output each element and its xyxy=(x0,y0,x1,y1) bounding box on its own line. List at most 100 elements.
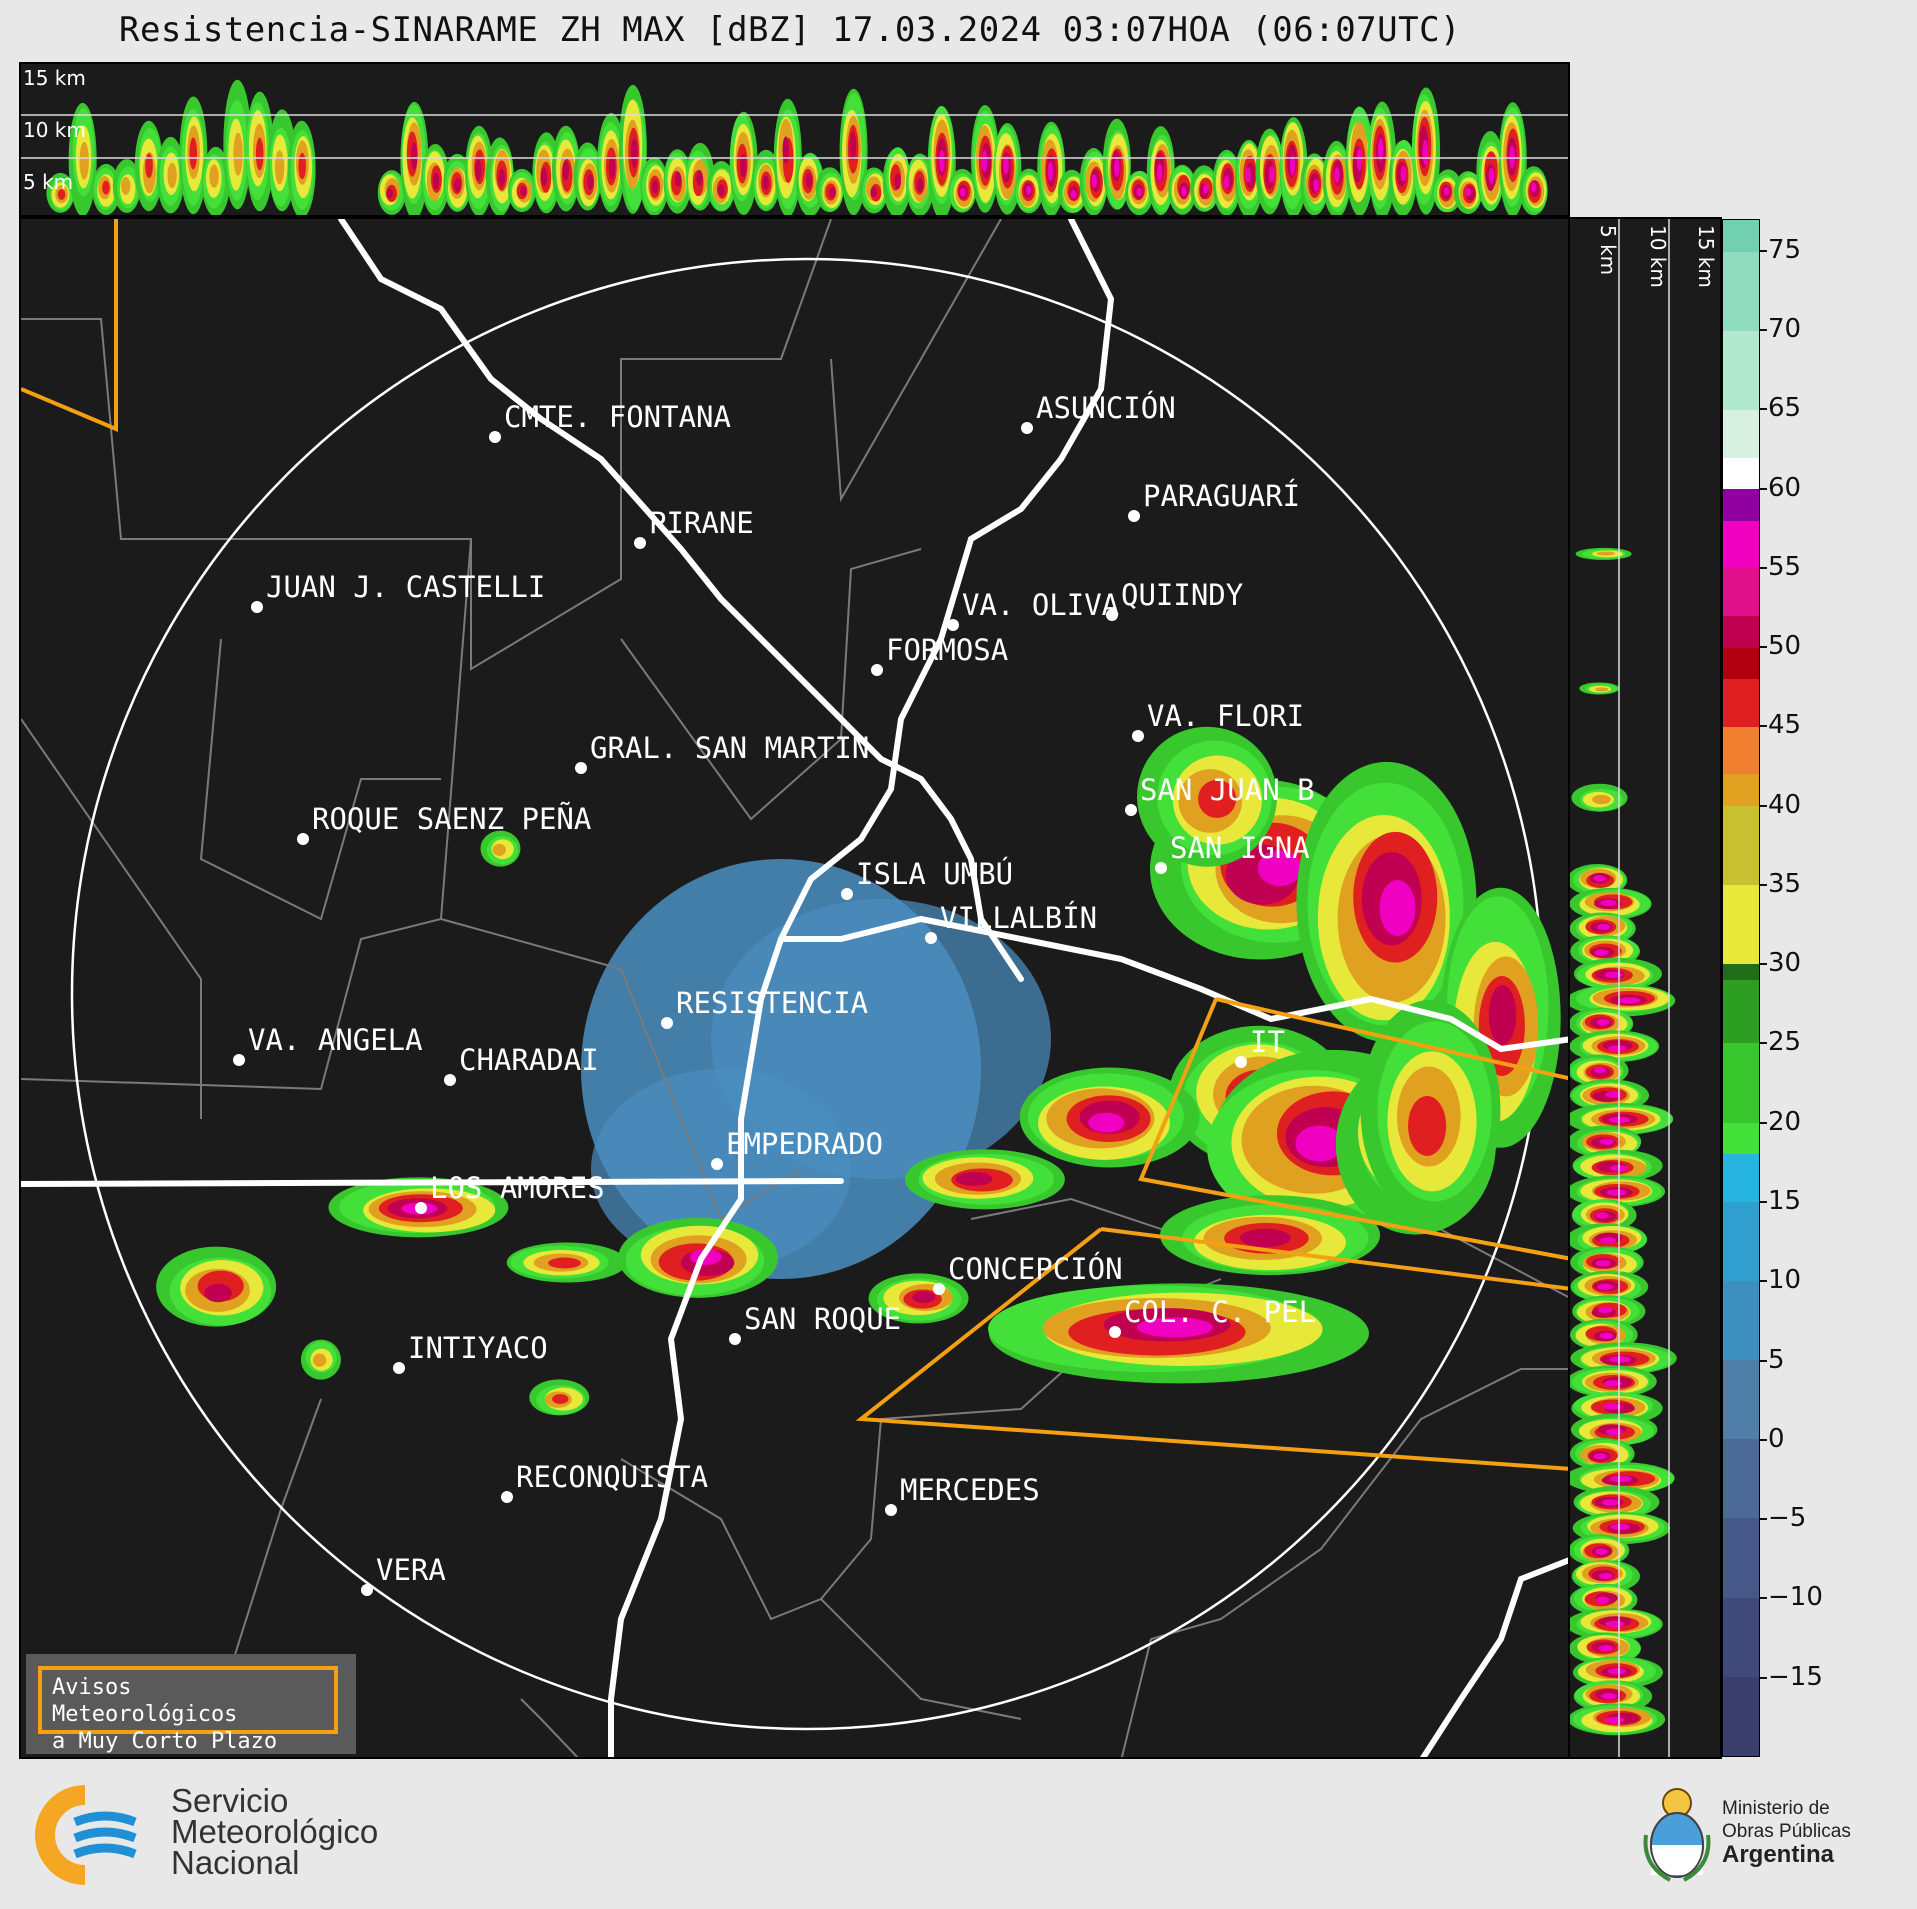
echo-cell xyxy=(1592,794,1611,805)
warning-polygons xyxy=(21,219,1568,1471)
echo-cell xyxy=(1377,137,1384,162)
colorbar-band xyxy=(1723,1676,1759,1756)
city-label: QUIINDY xyxy=(1121,578,1244,612)
colorbar-tick-label: 25 xyxy=(1768,1027,1802,1058)
echo-cell xyxy=(1597,1283,1613,1291)
colorbar-tick-label: 70 xyxy=(1768,313,1802,344)
echo-cell xyxy=(1595,1212,1609,1219)
colorbar-band xyxy=(1723,1360,1759,1440)
radar-map[interactable]: CMTE. FONTANA ASUNCIÓN PARAGUARÍ PIRANE JUAN… xyxy=(19,217,1570,1759)
city-marker xyxy=(1155,862,1167,874)
echo-cell xyxy=(1600,1237,1617,1244)
echo-cell xyxy=(1618,997,1641,1004)
city-marker xyxy=(885,1504,897,1516)
city-label: PIRANE xyxy=(649,506,754,540)
city-marker xyxy=(489,431,501,443)
colorbar-tickmark xyxy=(1760,725,1767,728)
colorbar-band xyxy=(1723,251,1759,331)
echo-cell xyxy=(674,171,682,187)
echo-cell xyxy=(1609,1475,1632,1482)
side-height-label-5: 5 km xyxy=(1596,225,1620,276)
city-label: ISLA UMBÚ xyxy=(856,857,1014,891)
echo-cell xyxy=(1408,1095,1447,1156)
side-cross-section: 5 km 10 km 15 km xyxy=(1570,217,1722,1759)
echo-cell xyxy=(1599,1572,1613,1580)
colorbar-tick-label: 35 xyxy=(1768,868,1802,899)
legend-line-2: a Muy Corto Plazo xyxy=(52,1729,278,1754)
echo-cell xyxy=(1596,923,1611,931)
city-label: VA. ANGELA xyxy=(248,1023,423,1057)
coat-of-arms-icon xyxy=(1643,1788,1711,1882)
city-label: SAN ROQUE xyxy=(744,1302,902,1336)
colorbar-band xyxy=(1723,489,1759,521)
echo-cell xyxy=(587,174,594,190)
echo-cell xyxy=(1202,184,1209,194)
echo-cell xyxy=(1601,1692,1617,1700)
colorbar-tickmark xyxy=(1760,249,1767,252)
echo-cell xyxy=(298,152,307,180)
echo-cell xyxy=(955,1172,993,1186)
colorbar-tick-label: −5 xyxy=(1768,1503,1807,1534)
echo-cell xyxy=(608,156,616,180)
colorbar-tick-label: −15 xyxy=(1768,1661,1823,1692)
city-label: CMTE. FONTANA xyxy=(504,400,731,434)
colorbar-tickmark xyxy=(1760,566,1767,569)
colorbar-tickmark xyxy=(1760,963,1767,966)
echo-cell xyxy=(79,141,89,180)
echo-cell xyxy=(1595,687,1609,692)
city-marker xyxy=(361,1584,373,1596)
city-marker xyxy=(1109,1326,1121,1338)
colorbar-tick-label: 65 xyxy=(1768,393,1802,424)
echo-cell xyxy=(782,136,789,164)
city-label: FORMOSA xyxy=(886,633,1009,667)
colorbar-band xyxy=(1723,1597,1759,1677)
city-label: CONCEPCIÓN xyxy=(948,1252,1123,1286)
smn-logo-icon xyxy=(35,1785,145,1885)
echo-cell xyxy=(1599,1138,1615,1145)
city-marker xyxy=(947,619,959,631)
colorbar-tickmark xyxy=(1760,804,1767,807)
echo-cell xyxy=(1070,189,1077,199)
ministry-line-3: Argentina xyxy=(1722,1841,1835,1868)
city-label: ASUNCIÓN xyxy=(1036,391,1176,425)
colorbar-band xyxy=(1723,410,1759,458)
colorbar-tick-label: 50 xyxy=(1768,631,1802,662)
colorbar-tickmark xyxy=(1760,487,1767,490)
echo-cell xyxy=(1091,174,1098,188)
colorbar-band xyxy=(1723,1122,1759,1155)
top-height-label-5: 5 km xyxy=(23,170,74,194)
echo-cell xyxy=(540,167,548,187)
echo-cell xyxy=(1605,1620,1625,1628)
colorbar-band xyxy=(1723,726,1759,775)
city-label: SAN JUAN B xyxy=(1140,773,1315,807)
echo-cell xyxy=(1443,187,1450,196)
echo-cell xyxy=(145,153,153,179)
city-marker xyxy=(297,833,309,845)
colorbar-tickmark xyxy=(1760,328,1767,331)
colorbar-tickmark xyxy=(1760,1121,1767,1124)
dbz-colorbar xyxy=(1722,219,1760,1757)
city-label: VERA xyxy=(376,1553,446,1587)
colorbar-band xyxy=(1723,647,1759,680)
colorbar-band xyxy=(1723,774,1759,806)
echo-cell xyxy=(454,178,461,192)
colorbar-tickmark xyxy=(1760,883,1767,886)
echo-cell xyxy=(870,186,877,198)
colorbar-tickmark xyxy=(1760,1042,1767,1045)
colorbar-tickmark xyxy=(1760,1201,1767,1204)
echo-cell xyxy=(1488,167,1495,184)
echo-cell xyxy=(312,1353,327,1367)
echo-cell xyxy=(1605,1091,1622,1098)
echo-cell xyxy=(805,173,813,188)
echo-cell xyxy=(1595,1596,1610,1604)
echo-cell xyxy=(548,1257,581,1269)
radar-map-plot xyxy=(21,219,1568,1757)
echo-cell xyxy=(849,131,857,161)
echo-cell xyxy=(829,187,836,198)
echo-cell xyxy=(1295,1125,1344,1162)
echo-cell xyxy=(552,1394,569,1404)
side-height-label-10: 10 km xyxy=(1646,225,1670,288)
colorbar-tick-label: 5 xyxy=(1768,1344,1785,1375)
echo-cell xyxy=(1601,1499,1620,1506)
echo-cell xyxy=(912,1291,936,1303)
